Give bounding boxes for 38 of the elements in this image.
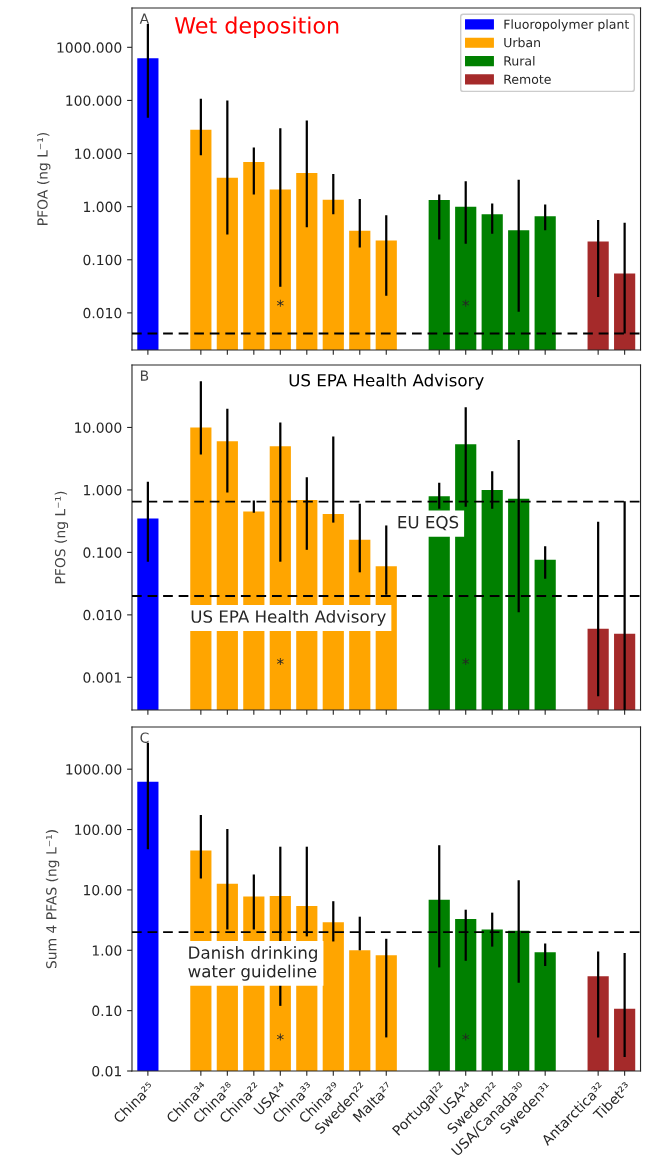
legend-label: Urban bbox=[504, 37, 540, 48]
chart-title: A bbox=[139, 13, 149, 24]
y-tick-label: 0.010 bbox=[83, 307, 122, 319]
y-axis-title: PFOA (ng L⁻¹) bbox=[37, 132, 51, 225]
y-tick-label: 0.100 bbox=[83, 254, 122, 266]
chart-title: B bbox=[140, 370, 149, 381]
ref-line-label: Danish drinking water guideline bbox=[188, 945, 317, 981]
y-tick-label: 0.001 bbox=[83, 672, 121, 683]
y-tick-label: 0.01 bbox=[92, 1065, 121, 1077]
text: US EPA Health Advisory bbox=[289, 373, 484, 390]
y-tick-label: 100.000 bbox=[66, 95, 122, 106]
annotation: * bbox=[276, 658, 284, 665]
chart-title: C bbox=[140, 732, 149, 743]
annotation: * bbox=[462, 299, 470, 307]
y-tick-label: 10.00 bbox=[84, 884, 122, 896]
y-tick-label: 0.100 bbox=[83, 547, 122, 558]
y-tick-label: 1.000 bbox=[84, 484, 122, 496]
y-tick-label: 1000.00 bbox=[66, 764, 122, 775]
y-axis-title: Sum 4 PFAS (ng L⁻¹) bbox=[45, 830, 60, 969]
legend-label: Rural bbox=[504, 55, 535, 66]
y-tick-label: 10.000 bbox=[75, 422, 122, 433]
chart-subtitle: Wet deposition bbox=[174, 16, 339, 39]
legend-label: Fluoropolymer plant bbox=[504, 19, 629, 32]
y-tick-label: 1000.000 bbox=[57, 42, 122, 53]
y-tick-label: 1.00 bbox=[92, 945, 122, 956]
y-axis-title: PFOS (ng L⁻¹) bbox=[54, 491, 69, 584]
legend-label: Remote bbox=[504, 74, 551, 84]
y-tick-label: 10.000 bbox=[75, 148, 122, 160]
annotation: * bbox=[276, 1033, 284, 1041]
annotation: * bbox=[276, 299, 284, 307]
annotation: * bbox=[462, 658, 470, 665]
y-tick-label: 1.000 bbox=[84, 201, 122, 213]
ref-line-label: US EPA Health Advisory bbox=[191, 609, 386, 627]
annotation: * bbox=[462, 1033, 470, 1041]
ref-line-label: EU EQS bbox=[398, 515, 459, 531]
y-tick-label: 100.00 bbox=[75, 824, 122, 836]
y-tick-label: 0.010 bbox=[83, 609, 122, 621]
y-tick-label: 0.10 bbox=[92, 1005, 122, 1017]
